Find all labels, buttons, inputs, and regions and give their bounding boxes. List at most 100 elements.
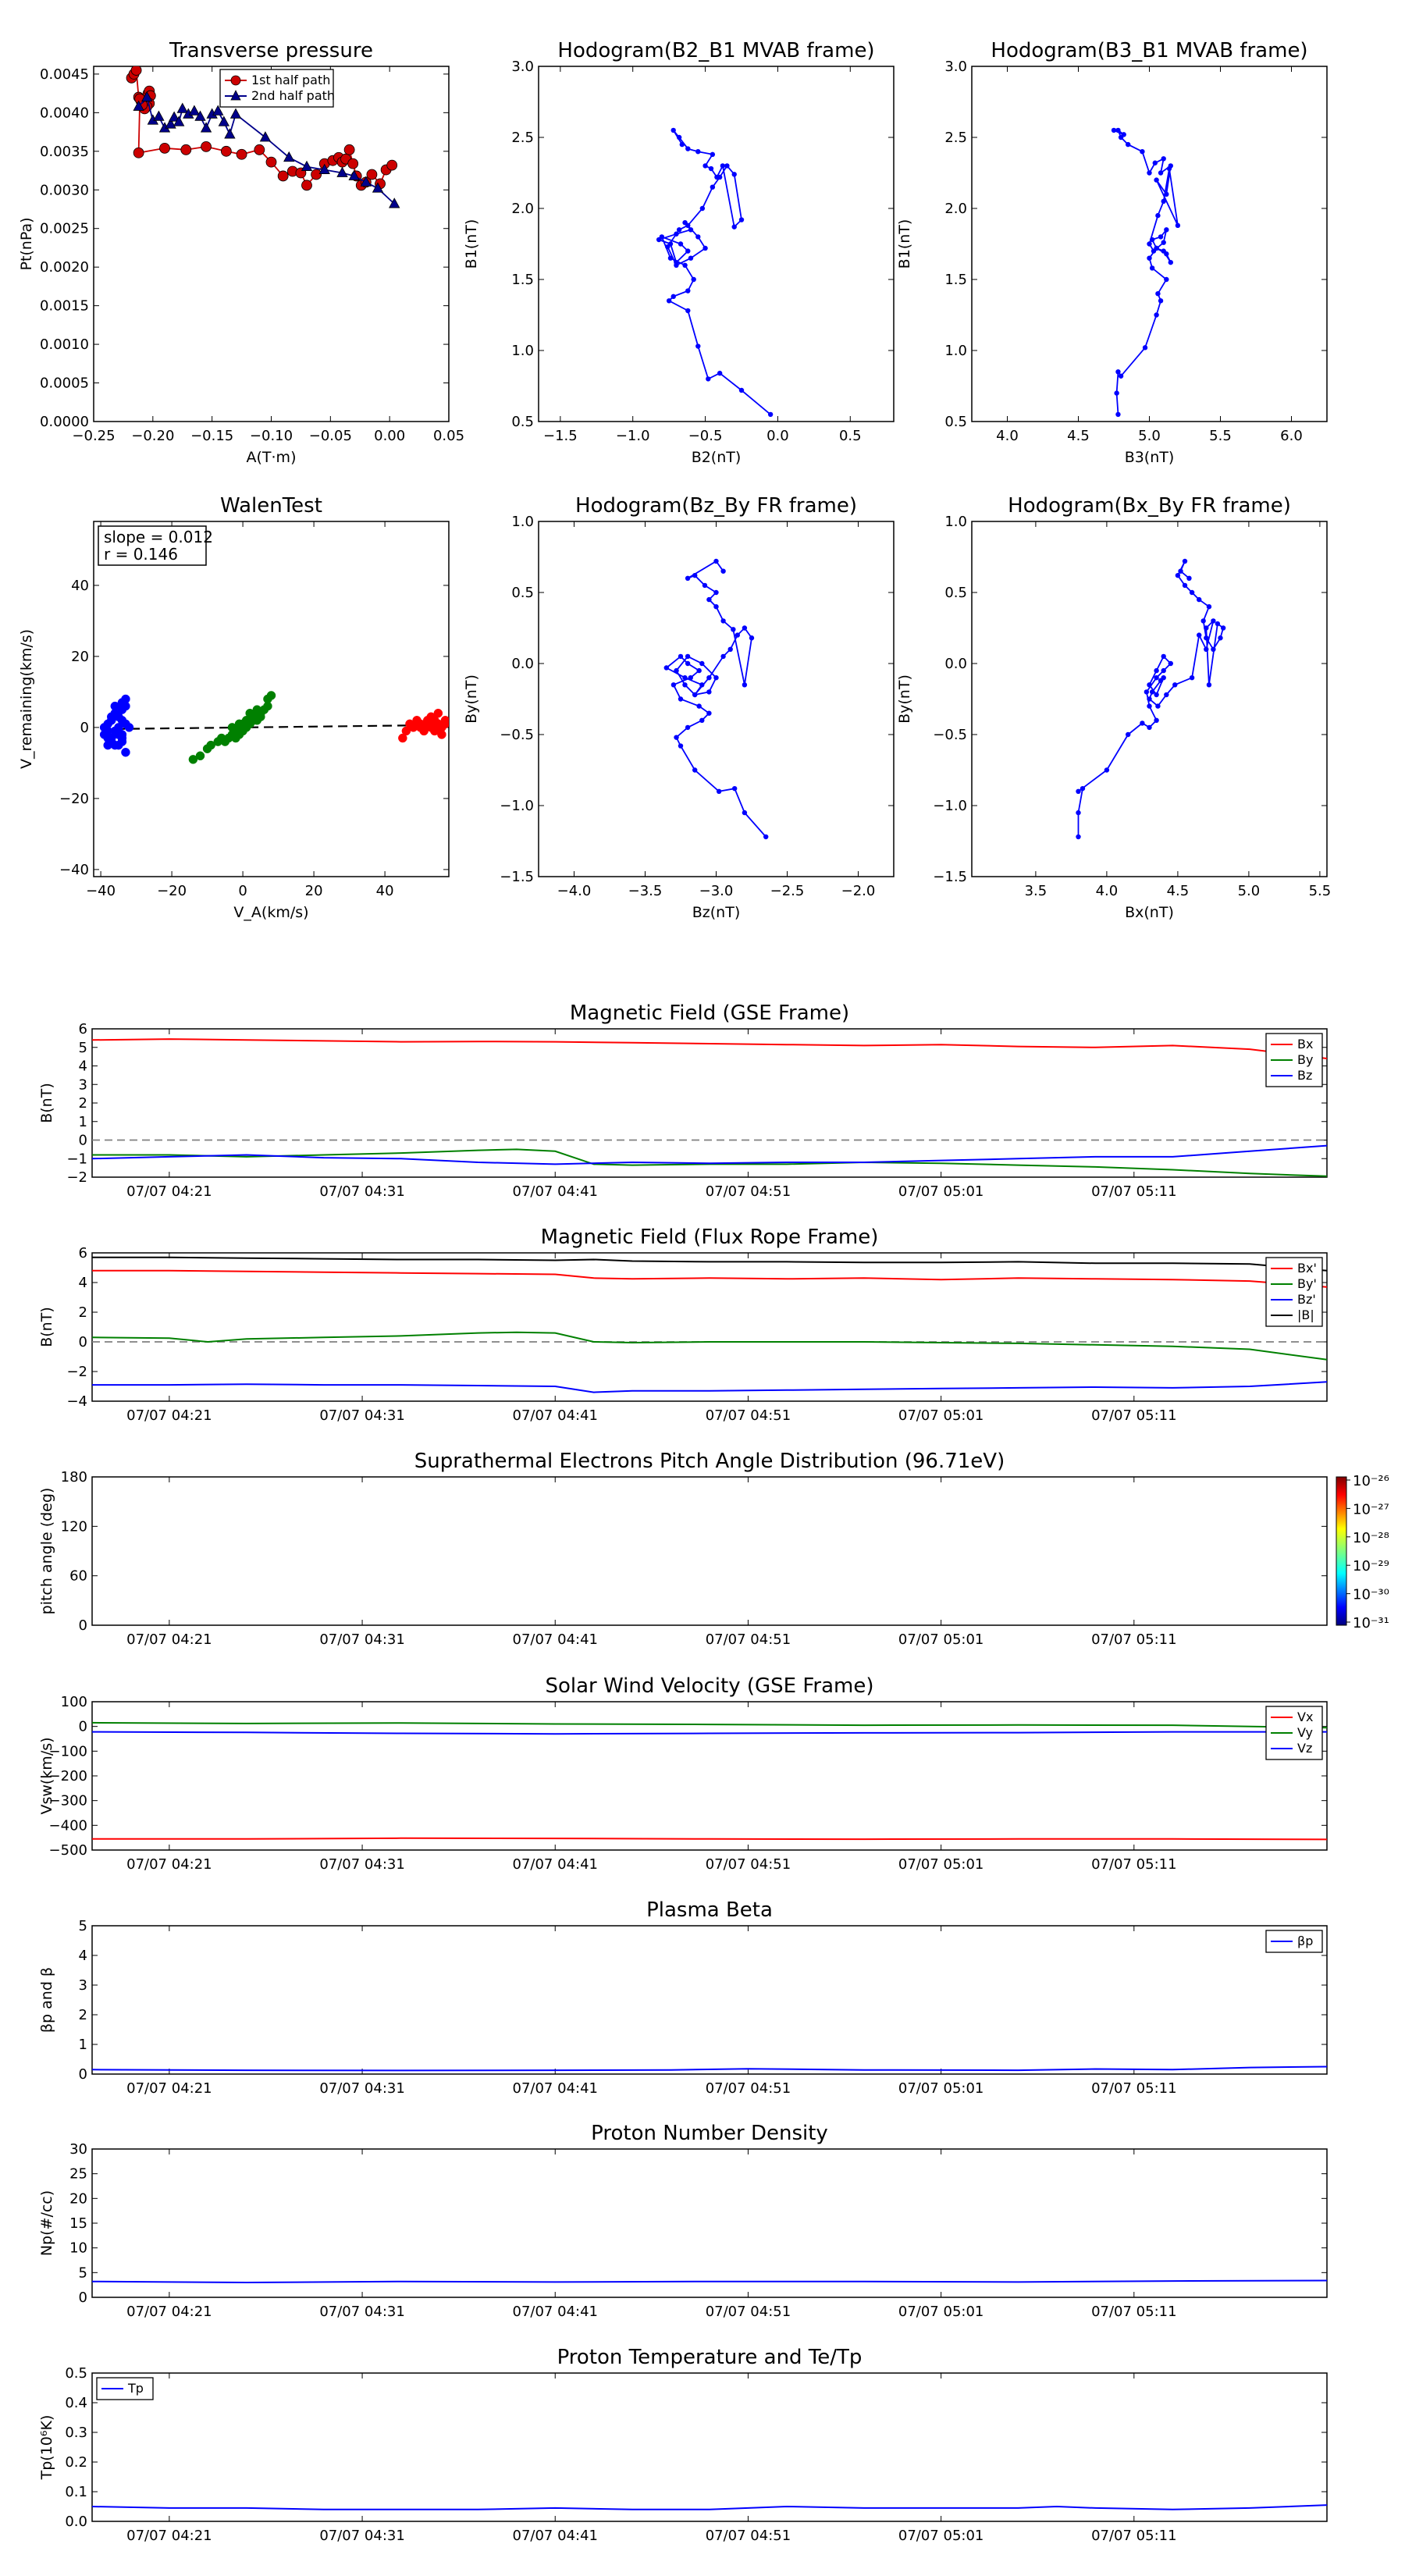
data-point [716,788,722,794]
data-point [245,708,254,718]
proton-density-frame [91,2148,1328,2298]
data-point [1161,653,1166,660]
transverse-pressure-ytick-label: 0.0040 [40,105,89,121]
proton-density-ytick-label: 25 [69,2166,87,2183]
mag-gse-xtick-label: 07/07 05:11 [1091,1183,1176,1200]
hodogram-b3b1-ytick-label: 2.0 [944,201,967,217]
data-point [259,131,272,142]
data-point [1168,660,1174,667]
proton-temp-title: Proton Temperature and Te/Tp [557,2346,863,2369]
data-point [679,141,685,148]
data-point [1076,809,1081,816]
data-point [1175,222,1181,229]
pitch-angle-xtick-label: 07/07 04:51 [706,1631,791,1648]
colorbar: 10⁻²⁶ 10⁻²⁷ 10⁻²⁸ 10⁻²⁹ 10⁻³⁰ 10⁻³¹ [1336,1473,1389,1631]
hodogram-bzby-title: Hodogram(Bz_By FR frame) [575,494,857,518]
data-point [1189,589,1195,596]
data-point [114,726,123,736]
series-line [92,1381,1327,1393]
hodogram-b3b1-title: Hodogram(B3_B1 MVAB frame) [991,39,1307,62]
transverse-pressure-ytick-label: 0.0000 [40,414,89,430]
data-point [1154,717,1159,723]
solar-wind-title: Solar Wind Velocity (GSE Frame) [545,1674,873,1698]
data-point [695,234,701,240]
data-point [1155,291,1161,297]
pitch-angle-ytick-label: 0 [79,1617,87,1634]
data-point [1182,582,1188,589]
data-point [713,589,719,596]
solar-wind-ytick-label: −400 [49,1817,87,1834]
legend-label: By' [1297,1276,1317,1291]
hodogram-bzby-plot-area [663,558,769,840]
hodogram-b3b1-series-0 [1111,127,1181,418]
data-point [398,733,407,743]
proton-density-ytick-label: 5 [79,2265,87,2281]
solar-wind-ytick-label: 100 [61,1694,87,1710]
hodogram-bxby-ytick-label: −1.5 [933,869,967,885]
transverse-pressure-ytick-label: 0.0010 [40,336,89,353]
hodogram-bzby-ytick-label: −0.5 [500,727,534,743]
transverse-pressure-ytick-label: 0.0025 [40,221,89,237]
hodogram-b3b1-ytick-label: 2.5 [944,130,967,146]
data-point [347,158,359,169]
data-point [1147,682,1152,688]
walen-test-series-2 [398,708,449,743]
data-point [717,370,723,376]
data-point [702,163,708,169]
data-point [706,689,712,695]
walen-test-frame [93,521,450,877]
data-point [200,122,212,133]
data-point [188,755,198,764]
hodogram-b3b1-plot-area [1111,127,1181,418]
walen-test-ytick-label: −40 [59,862,89,878]
pitch-angle-ylabel: pitch angle (deg) [38,1488,55,1615]
colorbar-label: 10⁻²⁸ [1353,1530,1389,1546]
solar-wind-chart: Solar Wind Velocity (GSE Frame) 07/07 04:… [38,1674,1328,1873]
data-point [1211,618,1216,624]
data-point [1151,248,1157,254]
data-point [1161,240,1166,245]
data-point [1204,635,1209,641]
solar-wind-xtick-label: 07/07 04:31 [319,1856,404,1873]
series-line [92,1256,1327,1272]
mag-fr-ytick-label: 4 [79,1275,87,1291]
data-point [1142,345,1148,350]
mag-fr-series-2 [92,1381,1327,1393]
data-point [735,632,740,638]
data-point [1200,618,1206,624]
plasma-beta-ytick-label: 1 [79,2037,87,2053]
solar-wind-xtick-label: 07/07 04:21 [126,1856,212,1873]
proton-temp-ytick-label: 0.5 [65,2365,87,2382]
data-point [1155,703,1161,709]
transverse-pressure-ytick-label: 0.0030 [40,182,89,198]
data-point [1161,667,1166,674]
data-point [103,740,112,750]
series-line [92,1731,1327,1735]
hodogram-bxby-chart: Hodogram(Bx_By FR frame) 3.5 4.0 4.5 5.0 5.5 −… [896,494,1331,921]
solar-wind-series-0 [92,1837,1327,1841]
plasma-beta-xtick-label: 07/07 04:41 [513,2080,598,2097]
data-point [256,712,265,721]
data-point [218,116,230,126]
plasma-beta-ytick-label: 0 [79,2066,87,2083]
proton-density-ylabel: Np(#/cc) [38,2190,55,2256]
data-point [688,675,693,681]
legend-label: Bx [1297,1037,1313,1051]
hodogram-b2b1-ytick-label: 2.0 [511,201,534,217]
data-point [665,244,670,250]
data-point [678,743,684,749]
data-point [130,66,142,76]
data-point [266,691,276,700]
data-point [1158,234,1164,240]
data-point [1154,692,1159,698]
legend-label: Bz [1297,1068,1312,1083]
solar-wind-ytick-label: −300 [49,1793,87,1809]
data-point [1144,689,1150,695]
data-point [706,376,711,382]
colorbar-label: 10⁻²⁹ [1353,1558,1389,1574]
mag-gse-series-1 [92,1148,1327,1177]
series-line [92,1721,1327,1729]
hodogram-bzby-xlabel: Bz(nT) [692,904,740,921]
data-point [696,703,702,709]
